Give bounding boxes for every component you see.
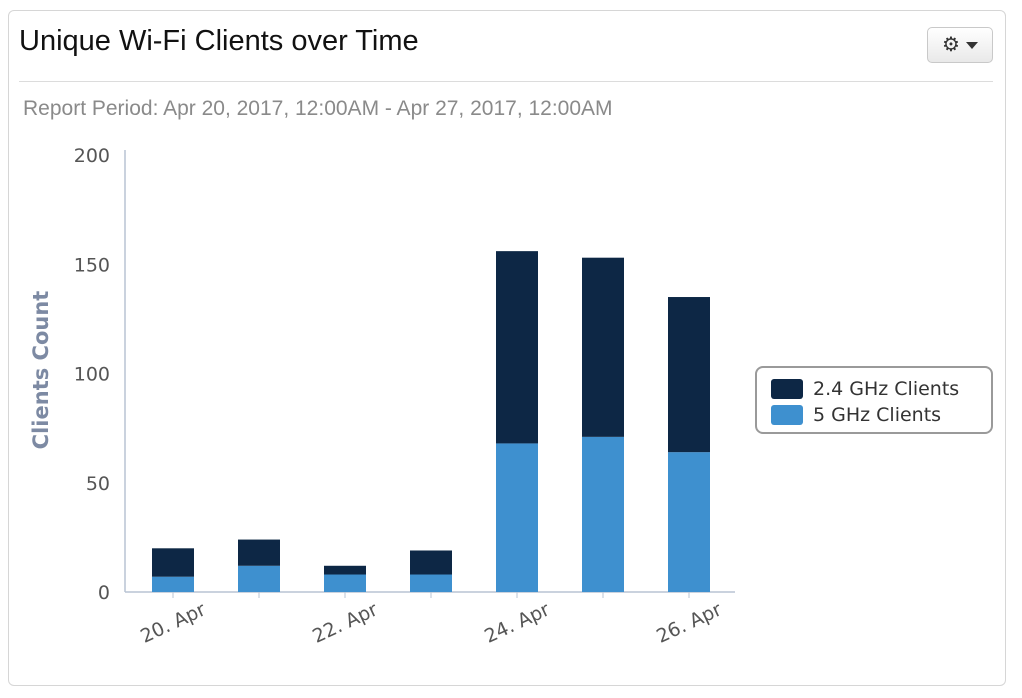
legend-swatch-5ghz: [771, 405, 803, 425]
legend-label: 5 GHz Clients: [813, 404, 942, 426]
bar-5ghz[interactable]: [152, 576, 194, 592]
legend-label: 2.4 GHz Clients: [813, 378, 960, 400]
bar-24ghz[interactable]: [582, 257, 624, 437]
bar-24ghz[interactable]: [324, 565, 366, 575]
gear-icon: ⚙: [942, 34, 960, 56]
y-tick-label: 50: [86, 473, 110, 495]
report-period: Report Period: Apr 20, 2017, 12:00AM - A…: [23, 97, 613, 120]
chart-legend: 2.4 GHz Clients 5 GHz Clients: [755, 366, 993, 434]
bar-24ghz[interactable]: [238, 539, 280, 566]
x-tick-label: 24. Apr: [481, 599, 553, 648]
widget-title: Unique Wi-Fi Clients over Time: [19, 25, 419, 57]
y-tick-label: 200: [74, 145, 110, 167]
legend-swatch-24ghz: [771, 379, 803, 399]
y-tick-label: 150: [74, 254, 110, 276]
bar-24ghz[interactable]: [410, 550, 452, 575]
legend-item-5ghz[interactable]: 5 GHz Clients: [771, 402, 991, 428]
y-tick-label: 100: [74, 364, 110, 386]
y-tick-label: 0: [98, 582, 110, 604]
header-divider: [19, 81, 993, 82]
x-tick-label: 22. Apr: [309, 599, 381, 648]
bar-24ghz[interactable]: [496, 251, 538, 444]
settings-button[interactable]: ⚙: [927, 27, 993, 63]
x-tick-label: 26. Apr: [653, 599, 725, 648]
x-tick-label: 20. Apr: [137, 599, 209, 648]
bar-24ghz[interactable]: [668, 297, 710, 453]
bar-5ghz[interactable]: [668, 452, 710, 592]
y-axis-label: Clients Count: [29, 291, 53, 450]
chevron-down-icon: [965, 41, 978, 49]
bar-5ghz[interactable]: [238, 565, 280, 592]
bar-24ghz[interactable]: [152, 548, 194, 577]
bar-5ghz[interactable]: [324, 574, 366, 592]
bar-5ghz[interactable]: [582, 436, 624, 592]
legend-item-24ghz[interactable]: 2.4 GHz Clients: [771, 376, 991, 402]
bar-5ghz[interactable]: [496, 443, 538, 592]
bar-5ghz[interactable]: [410, 574, 452, 592]
